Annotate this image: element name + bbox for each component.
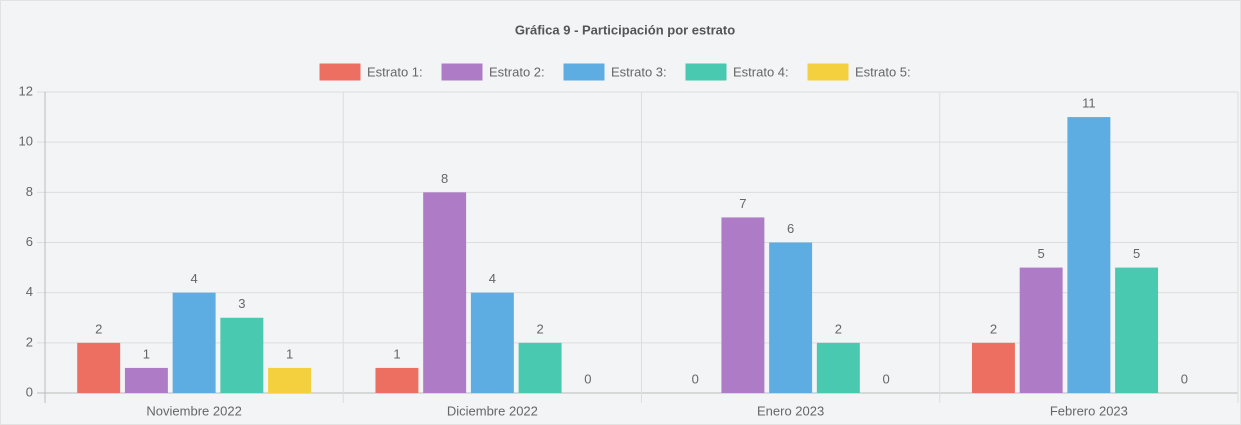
bar bbox=[172, 292, 216, 393]
legend-label: Estrato 2: bbox=[489, 64, 545, 79]
bar bbox=[816, 342, 860, 393]
bar bbox=[220, 317, 264, 393]
data-label: 0 bbox=[692, 371, 699, 386]
y-tick-label: 0 bbox=[26, 384, 33, 399]
x-tick-label: Febrero 2023 bbox=[1050, 403, 1128, 418]
data-label: 2 bbox=[95, 321, 102, 336]
y-tick-label: 8 bbox=[26, 184, 33, 199]
x-tick-label: Diciembre 2022 bbox=[447, 403, 538, 418]
data-label: 2 bbox=[835, 321, 842, 336]
bar bbox=[971, 342, 1015, 393]
data-label: 1 bbox=[286, 346, 293, 361]
data-label: 7 bbox=[739, 196, 746, 211]
data-label: 2 bbox=[536, 321, 543, 336]
bar bbox=[375, 367, 419, 393]
bar bbox=[423, 192, 467, 393]
data-label: 1 bbox=[393, 346, 400, 361]
legend-label: Estrato 3: bbox=[611, 64, 667, 79]
legend-label: Estrato 1: bbox=[367, 64, 423, 79]
legend-swatch bbox=[685, 63, 727, 81]
bar bbox=[1067, 117, 1111, 393]
y-tick-label: 12 bbox=[19, 83, 33, 98]
data-label: 1 bbox=[143, 346, 150, 361]
legend-swatch bbox=[807, 63, 849, 81]
legend-swatch bbox=[563, 63, 605, 81]
y-tick-label: 4 bbox=[26, 284, 33, 299]
bar bbox=[470, 292, 514, 393]
bar bbox=[268, 367, 312, 393]
bar bbox=[1019, 267, 1063, 393]
y-tick-label: 6 bbox=[26, 234, 33, 249]
data-label: 3 bbox=[238, 296, 245, 311]
data-label: 5 bbox=[1133, 246, 1140, 261]
legend-label: Estrato 4: bbox=[733, 64, 789, 79]
legend-swatch bbox=[441, 63, 483, 81]
chart-title: Gráfica 9 - Participación por estrato bbox=[515, 22, 735, 37]
data-label: 11 bbox=[1082, 96, 1096, 111]
bar bbox=[77, 342, 121, 393]
data-label: 0 bbox=[882, 371, 889, 386]
data-label: 4 bbox=[191, 271, 198, 286]
data-label: 0 bbox=[584, 371, 591, 386]
data-label: 0 bbox=[1181, 371, 1188, 386]
x-tick-label: Enero 2023 bbox=[757, 403, 824, 418]
bar bbox=[1115, 267, 1159, 393]
y-tick-label: 10 bbox=[19, 134, 33, 149]
data-label: 5 bbox=[1038, 246, 1045, 261]
bar bbox=[769, 242, 813, 393]
data-label: 4 bbox=[489, 271, 496, 286]
data-label: 2 bbox=[990, 321, 997, 336]
y-tick-label: 2 bbox=[26, 334, 33, 349]
bar bbox=[721, 217, 765, 393]
legend-label: Estrato 5: bbox=[855, 64, 911, 79]
legend-swatch bbox=[319, 63, 361, 81]
bar bbox=[124, 367, 168, 393]
bar bbox=[518, 342, 562, 393]
data-label: 8 bbox=[441, 171, 448, 186]
data-label: 6 bbox=[787, 221, 794, 236]
x-tick-label: Noviembre 2022 bbox=[146, 403, 241, 418]
